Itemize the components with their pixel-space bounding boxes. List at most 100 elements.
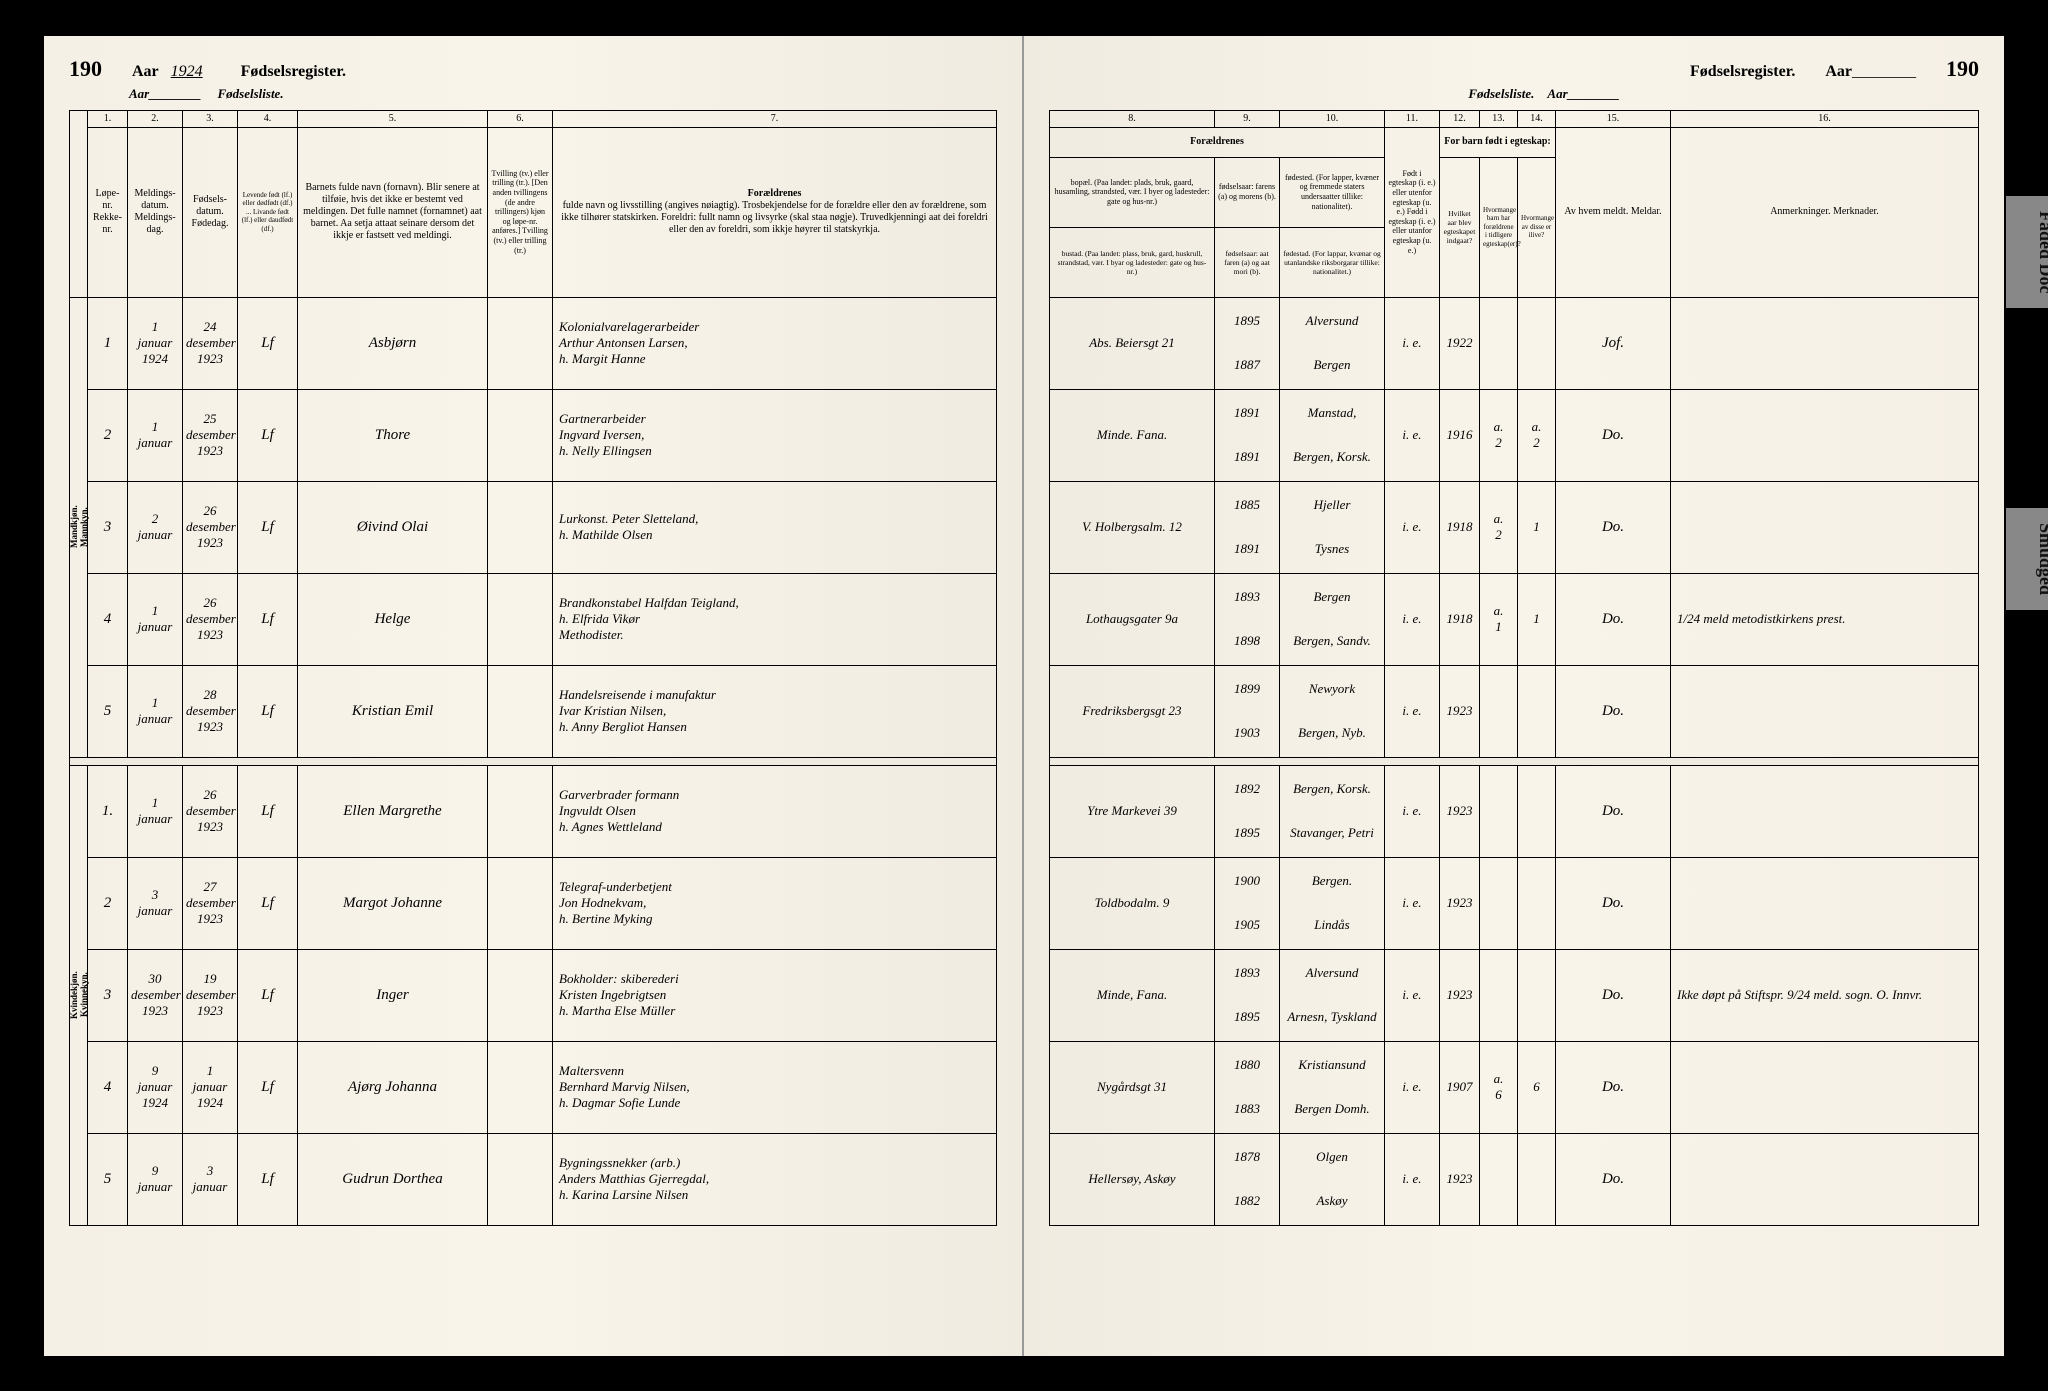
fodested: Bergen.Lindås <box>1280 857 1385 949</box>
barn-ilive <box>1518 297 1556 389</box>
fodested: OlgenAskøy <box>1280 1133 1385 1225</box>
register-row: 23januar27desember1923LfMargot JohanneTe… <box>70 857 997 949</box>
child-name: Øivind Olai <box>298 481 488 573</box>
tvilling <box>488 765 553 857</box>
page-number-left: 190 <box>69 56 102 82</box>
right-page-header: Fødselsregister. Aar________ 190 <box>1049 56 1979 82</box>
meldings-datum: 1januar <box>128 389 183 481</box>
tvilling <box>488 573 553 665</box>
tvilling <box>488 665 553 757</box>
meldings-datum: 2januar <box>128 481 183 573</box>
register-row: Abs. Beiersgt 2118951887AlversundBergeni… <box>1050 297 1979 389</box>
row-number: 4 <box>88 1041 128 1133</box>
anmerkninger <box>1671 857 1979 949</box>
meldt-av: Do. <box>1556 389 1671 481</box>
egteskap-aar: 1923 <box>1440 665 1480 757</box>
meldt-av: Do. <box>1556 665 1671 757</box>
register-row: Hellersøy, Askøy18781882OlgenAskøyi. e.1… <box>1050 1133 1979 1225</box>
ie-ue: i. e. <box>1385 481 1440 573</box>
fodested: Manstad,Bergen, Korsk. <box>1280 389 1385 481</box>
parents-names: MaltersvennBernhard Marvig Nilsen,h. Dag… <box>553 1041 997 1133</box>
meldings-datum: 1januar1924 <box>128 297 183 389</box>
barn-tidligere: a.1 <box>1480 573 1518 665</box>
col-meldingsdatum: Meldings-datum. Meldings-dag. <box>128 127 183 297</box>
parents-names: KolonialvarelagerarbeiderArthur Antonsen… <box>553 297 997 389</box>
bopael: Minde. Fana. <box>1050 389 1215 481</box>
left-page-header: 190 Aar 1924 Fødselsregister. <box>69 56 997 82</box>
meldings-datum: 9januar1924 <box>128 1041 183 1133</box>
meldings-datum: 1januar <box>128 665 183 757</box>
bopael: Fredriksbergsgt 23 <box>1050 665 1215 757</box>
fodsels-datum: 28desember1923 <box>183 665 238 757</box>
anmerkninger: 1/24 meld metodistkirkens prest. <box>1671 573 1979 665</box>
col-anmerkninger: Anmerkninger. Merknader. <box>1671 127 1979 297</box>
register-row: Minde. Fana.18911891Manstad,Bergen, Kors… <box>1050 389 1979 481</box>
barn-tidligere: a.2 <box>1480 389 1518 481</box>
tvilling <box>488 389 553 481</box>
anmerkninger <box>1671 1133 1979 1225</box>
fodselsaar: 18781882 <box>1215 1133 1280 1225</box>
barn-tidligere: a.6 <box>1480 1041 1518 1133</box>
lf-df: Lf <box>238 949 298 1041</box>
lf-df: Lf <box>238 857 298 949</box>
right-page: Fødselsregister. Aar________ 190 Fødsels… <box>1024 36 2004 1356</box>
fodsels-datum: 19desember1923 <box>183 949 238 1041</box>
section-label: Mandkjøn.Mannkyn. <box>70 297 88 757</box>
bopael: Lothaugsgater 9a <box>1050 573 1215 665</box>
fodselsaar: 18921895 <box>1215 765 1280 857</box>
bopael: V. Holbergsalm. 12 <box>1050 481 1215 573</box>
fodselsaar: 18801883 <box>1215 1041 1280 1133</box>
register-row: 330desember192319desember1923LfIngerBokh… <box>70 949 997 1041</box>
barn-tidligere <box>1480 949 1518 1041</box>
tab-faded[interactable]: Faded Doc <box>2006 196 2048 309</box>
col-lopenr: Løpe-nr. Rekke-nr. <box>88 127 128 297</box>
page-number-right: 190 <box>1946 56 1979 82</box>
ie-ue: i. e. <box>1385 665 1440 757</box>
col-foraeldrenes-navn: Forældrenes fulde navn og livsstilling (… <box>553 127 997 297</box>
fodsels-datum: 3januar <box>183 1133 238 1225</box>
register-row: Toldbodalm. 919001905Bergen.Lindåsi. e.1… <box>1050 857 1979 949</box>
anmerkninger <box>1671 765 1979 857</box>
section-label: Kvindekjøn.Kvinnekyn. <box>70 765 88 1225</box>
ie-ue: i. e. <box>1385 573 1440 665</box>
left-table: 1. 2. 3. 4. 5. 6. 7. Løpe-nr. Rekke-nr. … <box>69 110 997 1226</box>
fodested: NewyorkBergen, Nyb. <box>1280 665 1385 757</box>
parents-names: Lurkonst. Peter Sletteland,h. Mathilde O… <box>553 481 997 573</box>
meldt-av: Do. <box>1556 481 1671 573</box>
anmerkninger <box>1671 389 1979 481</box>
anmerkninger <box>1671 665 1979 757</box>
tvilling <box>488 1133 553 1225</box>
ie-ue: i. e. <box>1385 949 1440 1041</box>
barn-ilive <box>1518 857 1556 949</box>
ie-ue: i. e. <box>1385 1133 1440 1225</box>
barn-ilive: a.2 <box>1518 389 1556 481</box>
ie-ue: i. e. <box>1385 857 1440 949</box>
child-name: Kristian Emil <box>298 665 488 757</box>
meldings-datum: 3januar <box>128 857 183 949</box>
parents-names: Handelsreisende i manufakturIvar Kristia… <box>553 665 997 757</box>
meldt-av: Do. <box>1556 765 1671 857</box>
child-name: Helge <box>298 573 488 665</box>
fodselsaar: 18911891 <box>1215 389 1280 481</box>
register-title: Fødselsregister. <box>241 63 346 81</box>
anmerkninger <box>1671 1041 1979 1133</box>
child-name: Margot Johanne <box>298 857 488 949</box>
tvilling <box>488 297 553 389</box>
parents-names: Garverbrader formannIngvuldt Olsenh. Agn… <box>553 765 997 857</box>
register-row: 41januar26desember1923LfHelgeBrandkonsta… <box>70 573 997 665</box>
tvilling <box>488 949 553 1041</box>
child-name: Thore <box>298 389 488 481</box>
meldt-av: Do. <box>1556 573 1671 665</box>
bopael: Nygårdsgt 31 <box>1050 1041 1215 1133</box>
row-number: 5 <box>88 1133 128 1225</box>
lf-df: Lf <box>238 665 298 757</box>
barn-ilive <box>1518 1133 1556 1225</box>
bopael: Abs. Beiersgt 21 <box>1050 297 1215 389</box>
fodested: AlversundBergen <box>1280 297 1385 389</box>
register-row: V. Holbergsalm. 1218851891HjellerTysnesi… <box>1050 481 1979 573</box>
col-foraeldrenes-group: Forældrenes <box>1050 127 1385 157</box>
col-meldar: Av hvem meldt. Meldar. <box>1556 127 1671 297</box>
fodsels-datum: 26desember1923 <box>183 481 238 573</box>
fodselsaar: 18951887 <box>1215 297 1280 389</box>
tab-smudged[interactable]: Smudged <box>2006 508 2048 610</box>
